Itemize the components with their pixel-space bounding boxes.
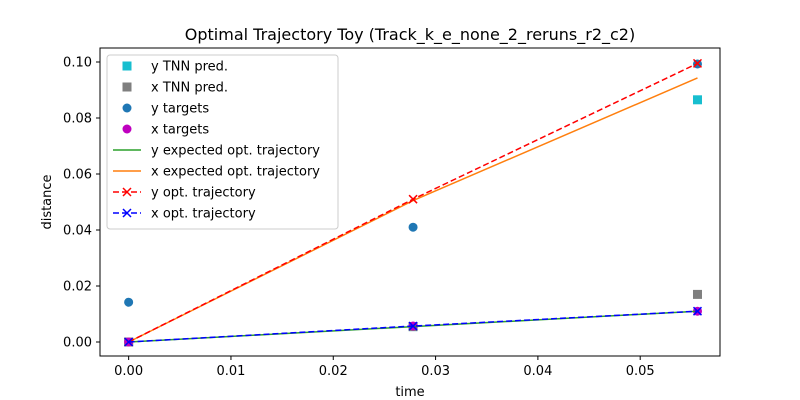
legend-marker xyxy=(122,82,132,92)
y-tick-label: 0.04 xyxy=(63,224,92,239)
legend-label: x expected opt. trajectory xyxy=(151,165,320,180)
legend-item-x-tnn-pred: x TNN pred. xyxy=(122,81,228,96)
data-point-x-opt-trajectory xyxy=(692,306,703,316)
legend-item-y-tnn-pred: y TNN pred. xyxy=(122,60,228,75)
y-tick-label: 0.10 xyxy=(63,56,92,71)
legend: y TNN pred. x TNN pred. y targets x targets… xyxy=(106,54,339,230)
data-point-x-opt-trajectory xyxy=(408,321,418,331)
legend-marker xyxy=(122,124,132,134)
x-tick-label: 0.04 xyxy=(523,364,552,379)
series-line-x-expected-opt-trajectory xyxy=(128,77,698,343)
legend-marker xyxy=(122,208,132,218)
legend-box xyxy=(106,54,339,230)
legend-item-x-targets: x targets xyxy=(122,123,209,138)
legend-item-y-targets: y targets xyxy=(122,102,209,117)
x-tick-label: 0.01 xyxy=(216,364,245,379)
legend-label: x targets xyxy=(151,123,209,138)
data-point-x-tnn-pred xyxy=(692,289,702,299)
data-point-y-opt-trajectory xyxy=(692,58,703,68)
data-point-x-opt-trajectory xyxy=(124,337,134,347)
legend-marker xyxy=(122,61,132,71)
legend-marker xyxy=(122,103,132,113)
series-x-expected-opt-trajectory xyxy=(128,77,698,343)
legend-label: y opt. trajectory xyxy=(151,186,256,201)
plot-marks xyxy=(124,58,703,347)
legend-item-y-opt-trajectory: y opt. trajectory xyxy=(113,186,256,201)
chart-title: Optimal Trajectory Toy (Track_k_e_none_2… xyxy=(185,25,635,45)
x-tick-label: 0.03 xyxy=(421,364,450,379)
legend-label: x TNN pred. xyxy=(151,81,228,96)
plot-frame xyxy=(99,47,721,357)
legend-item-x-expected-opt-trajectory: x expected opt. trajectory xyxy=(113,165,320,180)
x-tick-label: 0.00 xyxy=(114,364,143,379)
x-tick-label: 0.05 xyxy=(626,364,655,379)
legend-item-x-opt-trajectory: x opt. trajectory xyxy=(113,207,256,222)
y-tick-label: 0.08 xyxy=(63,112,92,127)
data-point-y-opt-trajectory xyxy=(408,194,418,204)
y-axis-title: distance xyxy=(40,174,55,229)
x-axis-ticks: 0.00 0.01 0.02 0.03 0.04 0.05 xyxy=(114,356,655,379)
data-point-y-targets xyxy=(124,297,134,307)
legend-label: y expected opt. trajectory xyxy=(151,144,320,159)
legend-label: x opt. trajectory xyxy=(151,207,256,222)
legend-marker xyxy=(122,187,132,197)
x-tick-label: 0.02 xyxy=(319,364,348,379)
series-x-opt-trajectory xyxy=(124,306,703,347)
data-point-y-tnn-pred xyxy=(692,95,702,105)
legend-label: y targets xyxy=(151,102,209,117)
legend-label: y TNN pred. xyxy=(151,60,228,75)
data-point-y-targets xyxy=(408,222,418,232)
x-axis-title: time xyxy=(395,385,424,400)
y-axis-ticks: 0.00 0.02 0.04 0.06 0.08 0.10 xyxy=(63,56,100,351)
y-tick-label: 0.02 xyxy=(63,280,92,295)
legend-item-y-expected-opt-trajectory: y expected opt. trajectory xyxy=(113,144,320,159)
y-tick-label: 0.06 xyxy=(63,168,92,183)
y-tick-label: 0.00 xyxy=(63,336,92,351)
